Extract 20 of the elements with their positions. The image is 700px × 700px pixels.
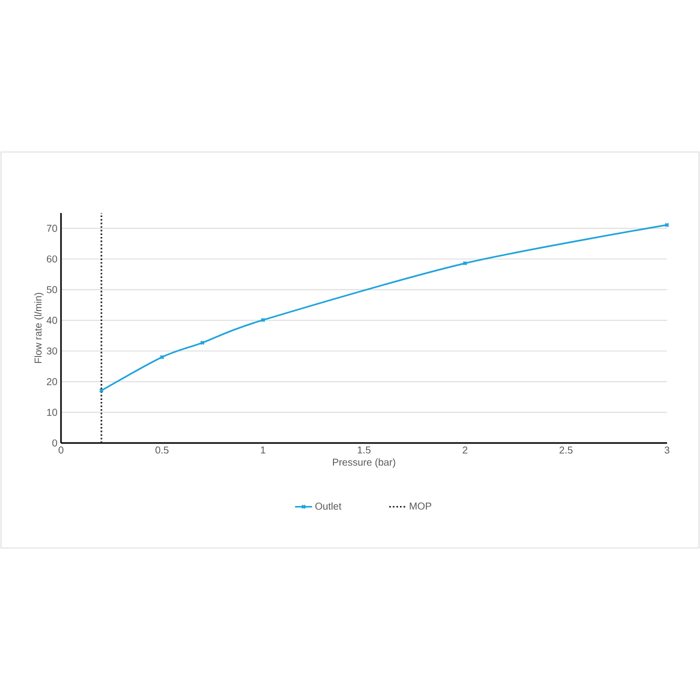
- x-tick-label: 1: [261, 446, 266, 454]
- y-axis-title: Flow rate (l/min): [34, 292, 44, 363]
- x-tick-label: 0.5: [155, 446, 169, 454]
- x-tick-label: 3: [664, 446, 670, 454]
- x-tick-label: 2.5: [560, 446, 573, 454]
- x-tick-label: 2: [462, 446, 468, 454]
- y-tick-label: 30: [46, 347, 58, 355]
- point: [260, 318, 266, 322]
- y-tick-label: 40: [46, 316, 58, 324]
- y-tick-label: 0: [52, 439, 58, 447]
- y-tick-label: 20: [46, 378, 58, 386]
- y-tick-label: 60: [46, 255, 58, 263]
- y-tick-label: 10: [47, 408, 58, 416]
- x-axis-title: Pressure (bar): [332, 458, 396, 468]
- y-tick-label: 50: [46, 286, 58, 294]
- y-tick-label: 70: [46, 224, 58, 232]
- legend-label: MOP: [410, 502, 432, 510]
- x-tick-label: 0: [58, 446, 64, 454]
- x-tick-label: 1.5: [358, 446, 371, 454]
- legend-label: Outlet: [315, 502, 342, 510]
